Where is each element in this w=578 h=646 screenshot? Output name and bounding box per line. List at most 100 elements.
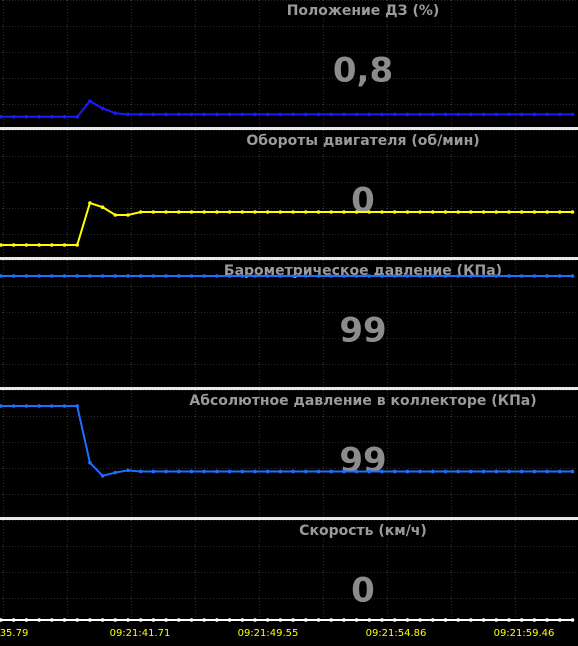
trace-point [75,243,79,247]
trace-point [278,274,283,278]
trace-point [469,112,473,117]
trace-point [126,112,130,117]
trace-point [278,618,283,622]
trace-point [202,210,206,214]
trace-point [0,243,3,247]
trace-point [532,112,537,117]
trace-point [316,469,321,474]
trace-point [202,274,206,278]
trace-point [50,243,54,247]
trace-point [100,274,105,278]
trace-point [481,210,486,214]
trace-point [0,618,3,622]
trace-point [138,469,143,474]
trace-point [329,618,334,622]
trace-point [507,210,511,214]
trace-point [202,112,206,117]
trace-point [558,210,562,214]
trace-point [380,274,384,278]
trace-point [558,469,562,474]
trace-point [24,274,29,278]
separator [0,517,578,520]
trace-point [519,469,524,474]
trace-point [227,469,232,474]
trace-point [177,210,181,214]
trace-point [100,106,105,111]
trace-point [24,115,29,119]
trace-point [113,213,118,217]
trace-point [456,274,461,278]
trace-point [151,274,156,278]
trace-point [570,469,575,474]
trace-point [380,618,384,622]
trace-point [469,469,473,474]
trace-point [494,210,499,214]
trace-point [304,618,308,622]
separator [0,387,578,390]
time-label: 09:21:49.55 [238,628,299,639]
trace-point [570,112,575,117]
trace-point [545,112,549,117]
trace-point [558,618,562,622]
trace-point [164,112,168,117]
trace-point [519,112,524,117]
trace-point [265,469,270,474]
trace-point [215,112,219,117]
trace-point [202,618,206,622]
trace-point [570,618,575,622]
trace-point [151,618,156,622]
trace-point [443,112,448,117]
trace-point [164,618,168,622]
current-value: 99 [339,311,386,351]
trace-point [570,210,575,214]
trace-point [532,274,537,278]
trace-point [253,469,257,474]
trace-point [545,274,549,278]
trace-point [392,210,397,214]
trace-point [481,112,486,117]
trace-point [0,115,3,119]
trace-point [215,618,219,622]
trace-point [494,112,499,117]
trace-point [75,115,79,119]
trace-point [177,274,181,278]
trace-point [278,112,283,117]
separator [0,127,578,130]
trace-point [0,274,3,278]
trace-point [431,274,435,278]
trace-point [316,112,321,117]
grid [0,0,578,622]
trace-point [126,213,130,217]
trace-point [418,112,422,117]
trace-point [316,618,321,622]
trace-point [62,404,67,408]
trace-point [443,469,448,474]
trace-point [227,618,232,622]
trace-point [532,210,537,214]
trace-point [507,469,511,474]
trace-point [367,112,372,117]
trace-point [443,210,448,214]
trace-point [100,618,105,622]
trace [1,405,573,477]
trace-point [418,274,422,278]
trace-point [50,618,54,622]
trace-point [0,404,3,408]
trace-point [392,274,397,278]
trace-point [75,404,79,408]
trace-point [253,112,257,117]
trace-point [11,274,16,278]
trace-point [37,115,41,119]
trace-point [291,112,295,117]
current-value: 0,8 [333,51,393,91]
trace [1,99,573,118]
trace-point [265,112,270,117]
trace-point [50,274,54,278]
trace-point [545,618,549,622]
trace-point [304,469,308,474]
trace-point [227,210,232,214]
trace-point [202,469,206,474]
trace-point [164,210,168,214]
trace-point [37,243,41,247]
trace-point [507,112,511,117]
